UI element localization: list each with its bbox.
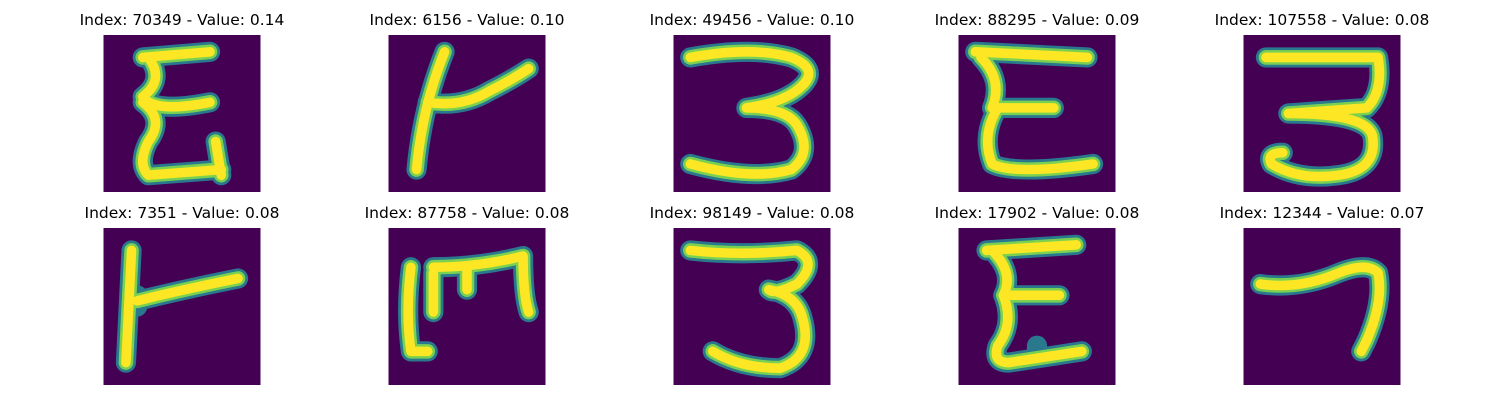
digit-image [388,228,546,385]
digit-image [958,228,1116,385]
panel-3: Index: 49456 - Value: 0.10 [610,0,894,192]
panel-title: Index: 70349 - Value: 0.14 [79,11,285,29]
panel-4: Index: 88295 - Value: 0.09 [895,0,1179,192]
digit-image [958,35,1116,192]
panel-6: Index: 7351 - Value: 0.08 [40,193,324,385]
panel-9: Index: 17902 - Value: 0.08 [895,193,1179,385]
panel-1: Index: 70349 - Value: 0.14 [40,0,324,192]
panel-title: Index: 98149 - Value: 0.08 [649,204,855,222]
handwritten-strokes [1250,257,1390,362]
handwritten-strokes [976,234,1092,373]
panel-10: Index: 12344 - Value: 0.07 [1180,193,1464,385]
digit-image [103,35,261,192]
digit-image [1243,228,1401,385]
panel-title: Index: 12344 - Value: 0.07 [1219,204,1425,222]
handwritten-strokes [132,41,232,186]
handwritten-strokes [1255,47,1390,187]
panel-title: Index: 49456 - Value: 0.10 [649,11,855,29]
digit-image [673,228,831,385]
panel-title: Index: 107558 - Value: 0.08 [1214,11,1430,29]
handwritten-strokes [115,240,249,373]
panel-8: Index: 98149 - Value: 0.08 [610,193,894,385]
digit-image [103,228,261,385]
handwritten-strokes [680,41,819,185]
panel-title: Index: 87758 - Value: 0.08 [364,204,570,222]
panel-title: Index: 7351 - Value: 0.08 [84,204,280,222]
panel-2: Index: 6156 - Value: 0.10 [325,0,609,192]
handwritten-strokes [406,41,539,180]
digit-image [388,35,546,192]
panel-5: Index: 107558 - Value: 0.08 [1180,0,1464,192]
panel-7: Index: 87758 - Value: 0.08 [325,193,609,385]
handwritten-strokes [965,41,1104,180]
digit-image [1243,35,1401,192]
handwritten-strokes [398,245,539,362]
panel-title: Index: 6156 - Value: 0.10 [369,11,565,29]
panel-title: Index: 88295 - Value: 0.09 [934,11,1140,29]
panel-title: Index: 17902 - Value: 0.08 [934,204,1140,222]
digit-image [673,35,831,192]
handwritten-strokes [680,240,819,379]
